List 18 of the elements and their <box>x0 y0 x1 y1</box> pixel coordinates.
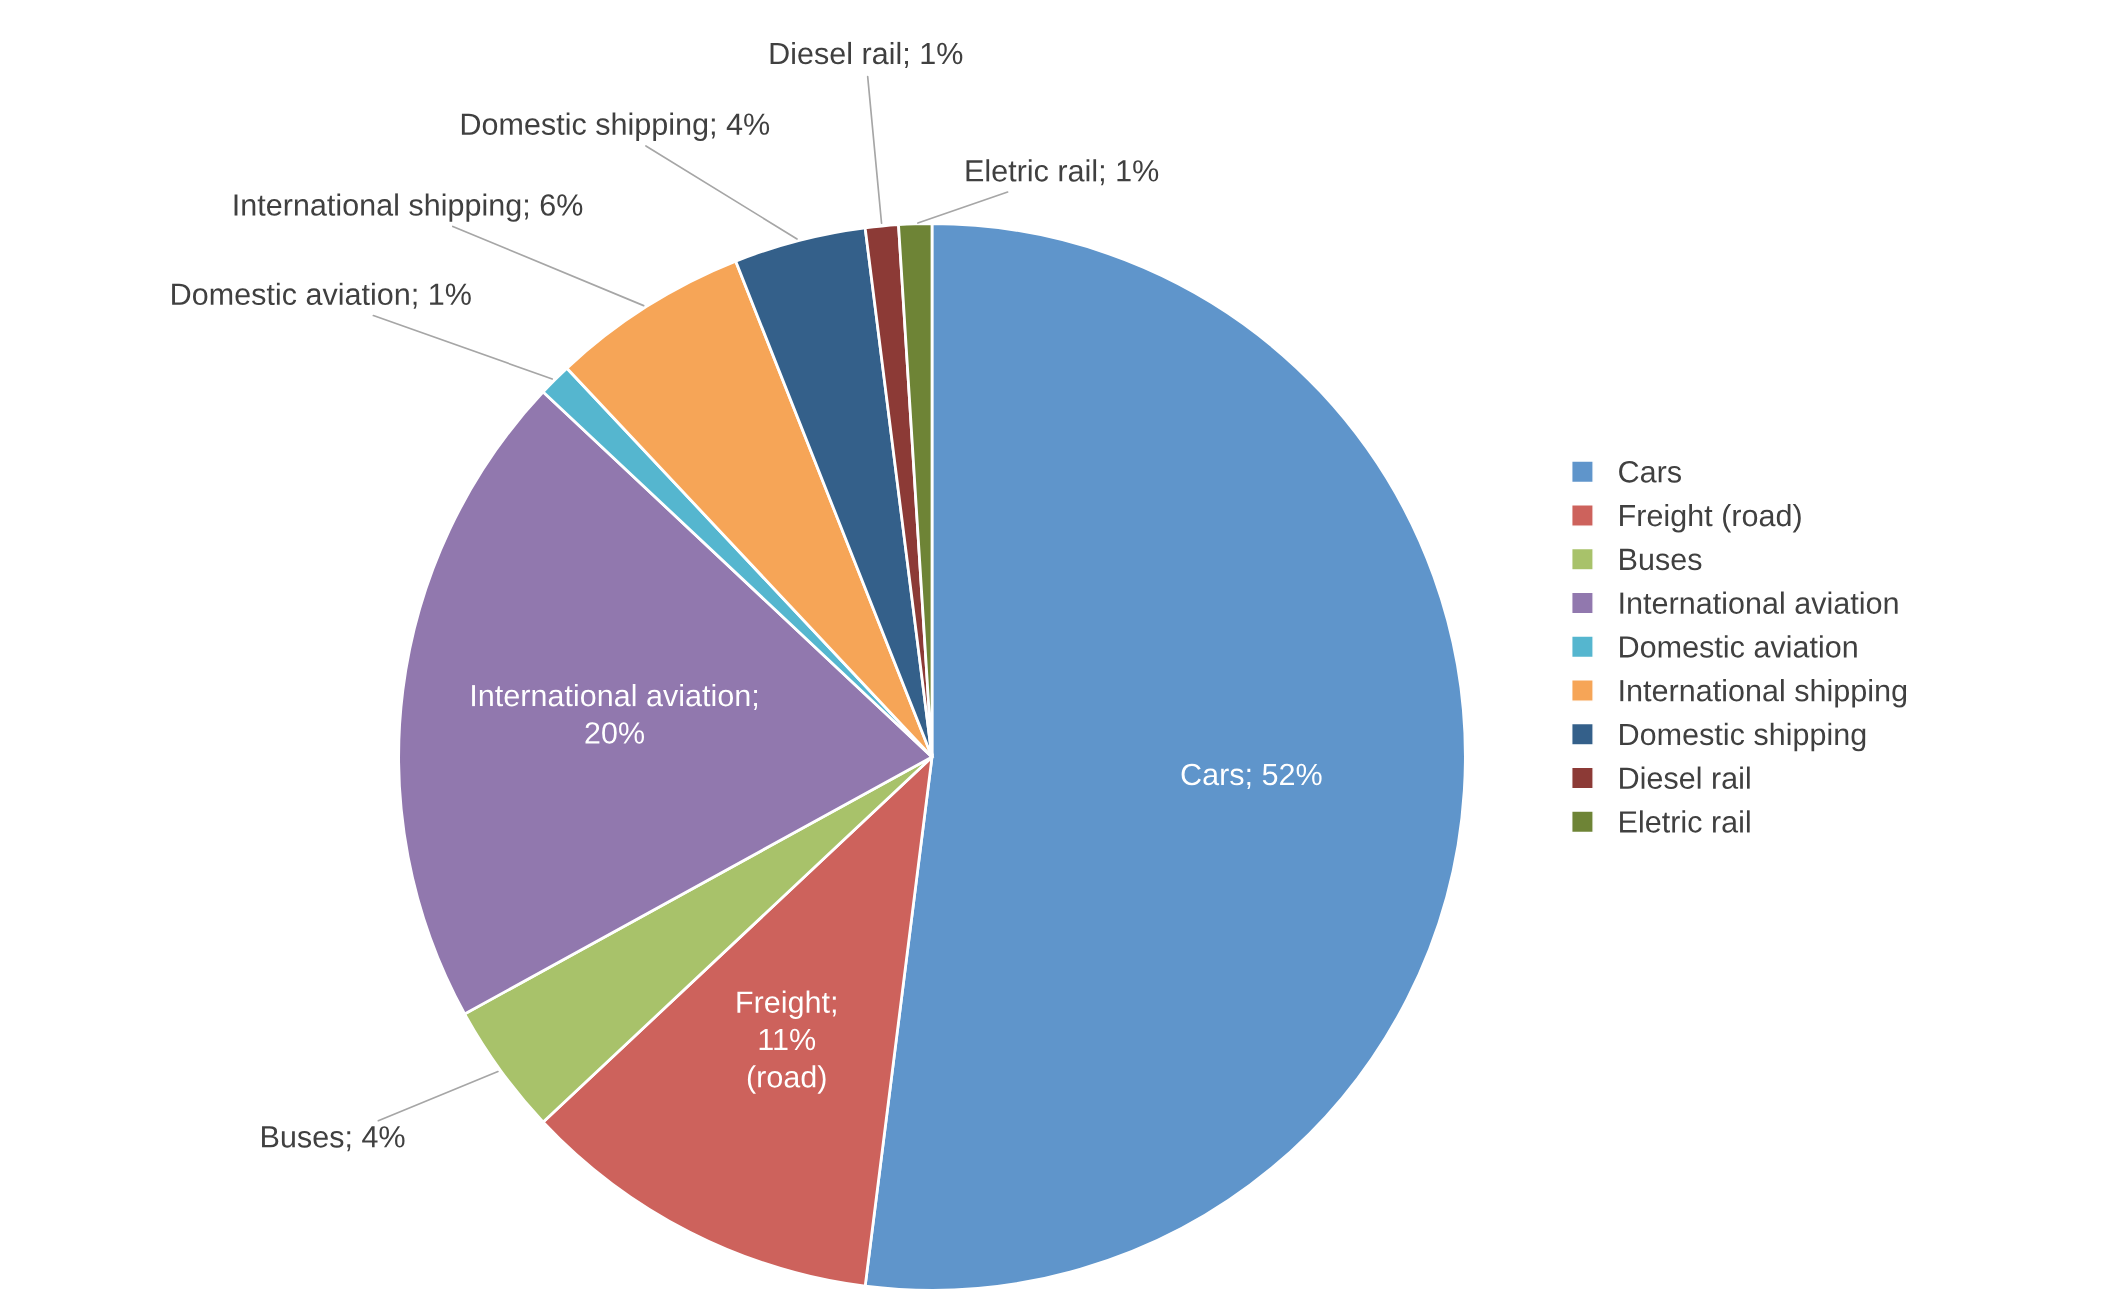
data-label: Cars; 52% <box>1181 763 1322 789</box>
data-label: Diesel rail; 1% <box>770 41 963 68</box>
data-label: Eletric rail; 1% <box>966 159 1159 186</box>
data-label: International aviation; 20% <box>472 683 758 744</box>
legend-label: Diesel rail <box>1620 766 1750 789</box>
legend-label: International shipping <box>1620 679 1907 708</box>
data-label: Domestic shipping; 4% <box>461 112 770 142</box>
data-label: Freight; 11% (road) <box>737 990 836 1094</box>
legend-label: Freight (road) <box>1620 503 1801 533</box>
legend-label: Domestic shipping <box>1620 722 1866 752</box>
data-label: Buses; 4% <box>262 1126 405 1152</box>
data-label: Domestic aviation; 1% <box>172 282 471 309</box>
legend-label: Domestic aviation <box>1620 635 1857 658</box>
legend-label: Eletric rail <box>1620 810 1750 833</box>
legend-label: Cars <box>1619 461 1681 483</box>
legend-label: International aviation <box>1620 591 1898 614</box>
data-label: International shipping; 6% <box>234 193 583 222</box>
legend-label: Buses <box>1620 548 1702 571</box>
